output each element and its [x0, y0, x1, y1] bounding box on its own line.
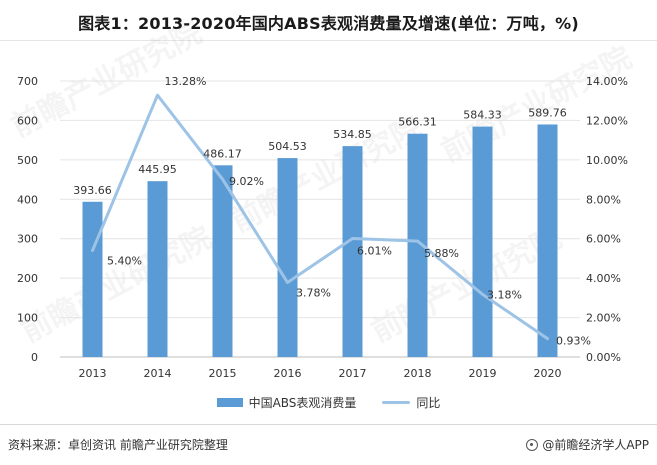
- bar: [472, 126, 493, 357]
- x-tick-label: 2018: [404, 367, 432, 380]
- y-right-tick-label: 4.00%: [586, 272, 621, 285]
- bar: [537, 124, 558, 357]
- eye-logo-icon: [526, 438, 539, 451]
- line-value-label: 0.93%: [556, 335, 591, 348]
- legend-line-swatch: [382, 401, 411, 404]
- line-value-label: 6.01%: [357, 245, 392, 258]
- y-right-tick-label: 14.00%: [586, 75, 628, 88]
- line-value-label: 3.78%: [296, 286, 331, 299]
- x-tick-label: 2017: [339, 367, 367, 380]
- footer: 资料来源：卓创资讯 前瞻产业研究院整理 @前瞻经济学人APP: [0, 424, 657, 465]
- x-tick-label: 2015: [209, 367, 237, 380]
- y-right-tick-label: 8.00%: [586, 193, 621, 206]
- legend-item-line[interactable]: 同比: [382, 394, 440, 411]
- y-left-tick-label: 700: [17, 75, 38, 88]
- y-left-tick-label: 600: [17, 114, 38, 127]
- legend-line-label: 同比: [416, 396, 441, 410]
- line-value-label: 5.40%: [107, 255, 142, 268]
- bar-value-label: 504.53: [268, 140, 307, 153]
- bar: [212, 165, 233, 357]
- series-line: [91, 93, 549, 341]
- bar-value-label: 393.66: [73, 184, 112, 197]
- bar-value-label: 534.85: [333, 128, 372, 141]
- y-left-tick-label: 100: [17, 312, 38, 325]
- line-value-label: 3.18%: [487, 288, 522, 301]
- bar-value-label: 445.95: [138, 163, 177, 176]
- title-divider: [0, 40, 657, 41]
- line-value-label: 9.02%: [229, 175, 264, 188]
- y-left-tick-label: 400: [17, 193, 38, 206]
- combo-chart: 0 0.00% 100 2.00% 200 4.00% 300 6.00% 400 8.00% 50…: [17, 75, 628, 380]
- bar: [147, 181, 168, 357]
- y-left-tick-label: 300: [17, 233, 38, 246]
- y-right-tick-label: 6.00%: [586, 233, 621, 246]
- y-right-tick-label: 12.00%: [586, 114, 628, 127]
- bar: [277, 158, 298, 357]
- brand[interactable]: @前瞻经济学人APP: [526, 436, 649, 453]
- y-left-tick-label: 0: [31, 351, 38, 364]
- line-value-label: 5.88%: [424, 247, 459, 260]
- line-value-label: 13.28%: [165, 75, 207, 88]
- x-tick-label: 2014: [144, 367, 172, 380]
- bar-value-label: 584.33: [463, 109, 502, 122]
- y-left-tick-label: 500: [17, 154, 38, 167]
- y-right-tick-label: 2.00%: [586, 312, 621, 325]
- x-tick-label: 2013: [79, 367, 107, 380]
- chart-title: 图表1：2013-2020年国内ABS表观消费量及增速(单位：万吨，%): [78, 14, 579, 33]
- bar-value-label: 486.17: [203, 147, 242, 160]
- x-tick-label: 2019: [469, 367, 497, 380]
- source-note: 资料来源：卓创资讯 前瞻产业研究院整理: [8, 438, 228, 452]
- brand-label: @前瞻经济学人APP: [542, 438, 649, 452]
- bar: [342, 146, 363, 357]
- bar-value-label: 589.76: [528, 106, 567, 119]
- y-right-tick-label: 0.00%: [586, 351, 621, 364]
- y-right-tick-label: 10.00%: [586, 154, 628, 167]
- legend: 中国ABS表观消费量 同比: [0, 394, 657, 411]
- bar-value-label: 566.31: [398, 116, 437, 129]
- legend-item-bar[interactable]: 中国ABS表观消费量: [216, 394, 357, 411]
- legend-bar-label: 中国ABS表观消费量: [248, 396, 357, 410]
- bar: [407, 133, 428, 357]
- x-tick-label: 2016: [274, 367, 302, 380]
- x-tick-label: 2020: [534, 367, 562, 380]
- y-left-tick-label: 200: [17, 272, 38, 285]
- legend-bar-swatch: [216, 398, 243, 407]
- bar: [82, 201, 103, 357]
